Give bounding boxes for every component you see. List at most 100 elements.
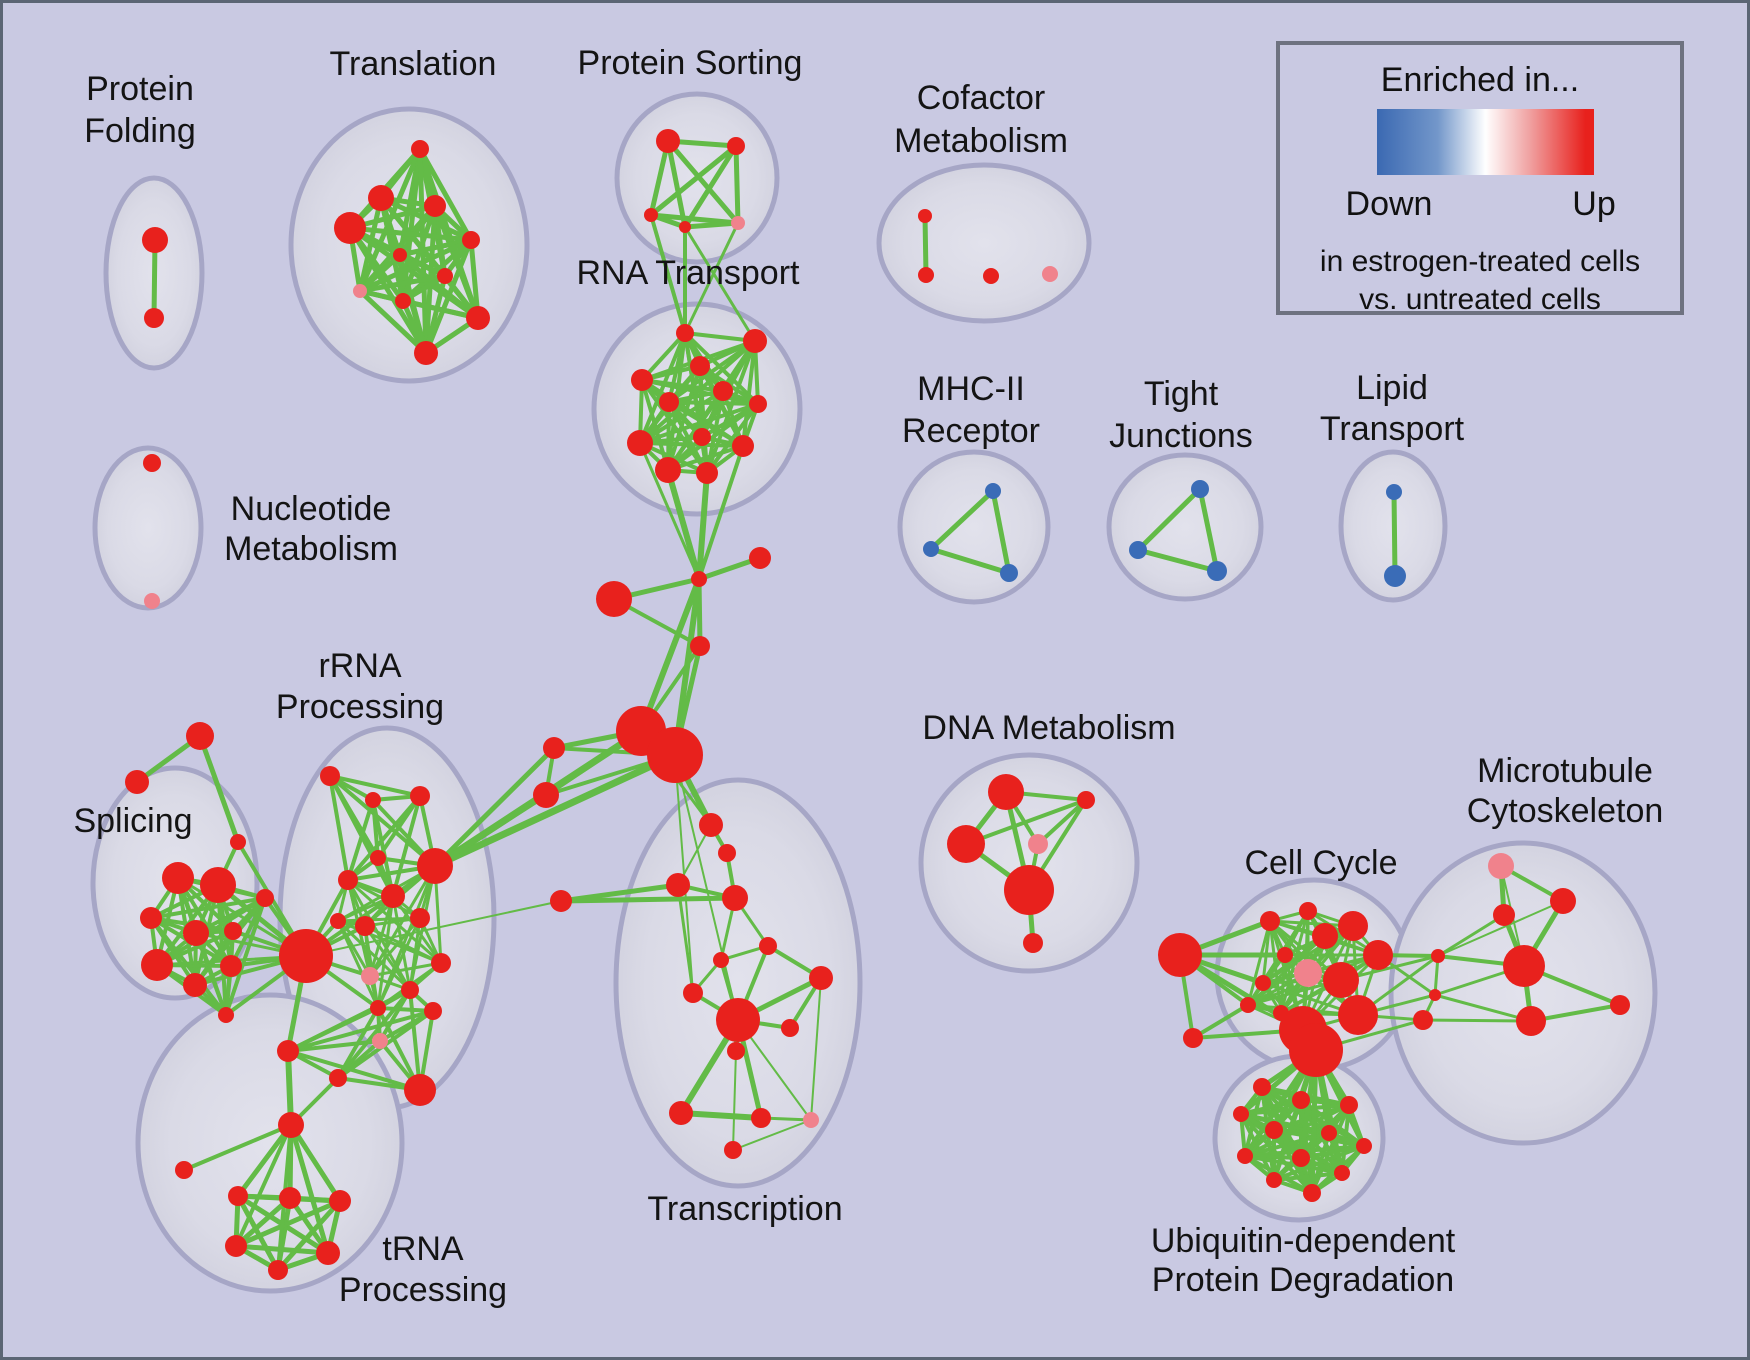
node[interactable]: [329, 1069, 347, 1087]
node[interactable]: [414, 341, 438, 365]
node[interactable]: [1004, 865, 1054, 915]
node[interactable]: [1000, 564, 1018, 582]
node[interactable]: [803, 1112, 819, 1128]
node[interactable]: [1303, 1184, 1321, 1202]
node[interactable]: [1265, 1121, 1283, 1139]
node[interactable]: [1260, 911, 1280, 931]
node[interactable]: [279, 929, 333, 983]
node[interactable]: [175, 1161, 193, 1179]
node[interactable]: [1516, 1006, 1546, 1036]
node[interactable]: [320, 766, 340, 786]
node[interactable]: [656, 129, 680, 153]
node[interactable]: [334, 212, 366, 244]
node[interactable]: [644, 208, 658, 222]
node[interactable]: [732, 435, 754, 457]
node[interactable]: [1384, 565, 1406, 587]
node[interactable]: [718, 844, 736, 862]
node[interactable]: [1207, 561, 1227, 581]
node[interactable]: [410, 908, 430, 928]
node[interactable]: [316, 1241, 340, 1265]
node[interactable]: [1323, 962, 1359, 998]
node[interactable]: [353, 284, 367, 298]
node[interactable]: [727, 137, 745, 155]
node[interactable]: [1183, 1028, 1203, 1048]
node[interactable]: [716, 998, 760, 1042]
node[interactable]: [268, 1260, 288, 1280]
node[interactable]: [683, 983, 703, 1003]
node[interactable]: [424, 195, 446, 217]
node[interactable]: [1338, 911, 1368, 941]
node[interactable]: [749, 395, 767, 413]
node[interactable]: [1431, 949, 1445, 963]
node[interactable]: [424, 1002, 442, 1020]
node[interactable]: [224, 922, 242, 940]
node[interactable]: [410, 786, 430, 806]
node[interactable]: [627, 430, 653, 456]
node[interactable]: [1240, 997, 1256, 1013]
node[interactable]: [596, 581, 632, 617]
node[interactable]: [431, 953, 451, 973]
node[interactable]: [666, 873, 690, 897]
node[interactable]: [1386, 484, 1402, 500]
node[interactable]: [1321, 1125, 1337, 1141]
node[interactable]: [144, 593, 160, 609]
node[interactable]: [533, 782, 559, 808]
node[interactable]: [923, 541, 939, 557]
node[interactable]: [749, 547, 771, 569]
node[interactable]: [225, 1235, 247, 1257]
node[interactable]: [256, 889, 274, 907]
node[interactable]: [1292, 1149, 1310, 1167]
node[interactable]: [462, 231, 480, 249]
node[interactable]: [411, 140, 429, 158]
node[interactable]: [947, 825, 985, 863]
node[interactable]: [1550, 888, 1576, 914]
node[interactable]: [1503, 945, 1545, 987]
node[interactable]: [659, 392, 679, 412]
node[interactable]: [1312, 923, 1338, 949]
node[interactable]: [713, 952, 729, 968]
node[interactable]: [220, 955, 242, 977]
node[interactable]: [690, 636, 710, 656]
node[interactable]: [277, 1040, 299, 1062]
node[interactable]: [1356, 1138, 1372, 1154]
node[interactable]: [1334, 1165, 1350, 1181]
node[interactable]: [1129, 541, 1147, 559]
node[interactable]: [370, 850, 386, 866]
node[interactable]: [1237, 1148, 1253, 1164]
node[interactable]: [125, 770, 149, 794]
node[interactable]: [466, 306, 490, 330]
node[interactable]: [365, 792, 381, 808]
node[interactable]: [228, 1186, 248, 1206]
node[interactable]: [1253, 1078, 1271, 1096]
node[interactable]: [361, 967, 379, 985]
node[interactable]: [1277, 947, 1293, 963]
node[interactable]: [1292, 1091, 1310, 1109]
node[interactable]: [1610, 995, 1630, 1015]
node[interactable]: [279, 1187, 301, 1209]
node[interactable]: [144, 308, 164, 328]
node[interactable]: [751, 1108, 771, 1128]
node[interactable]: [143, 454, 161, 472]
node[interactable]: [370, 1000, 386, 1016]
node[interactable]: [417, 848, 453, 884]
node[interactable]: [713, 381, 733, 401]
node[interactable]: [1488, 853, 1514, 879]
node[interactable]: [338, 870, 358, 890]
node[interactable]: [381, 884, 405, 908]
node[interactable]: [437, 268, 453, 284]
node[interactable]: [693, 428, 711, 446]
node[interactable]: [368, 185, 394, 211]
node[interactable]: [141, 949, 173, 981]
node[interactable]: [183, 920, 209, 946]
node[interactable]: [550, 890, 572, 912]
node[interactable]: [988, 774, 1024, 810]
node[interactable]: [1233, 1106, 1249, 1122]
node[interactable]: [278, 1112, 304, 1138]
node[interactable]: [404, 1074, 436, 1106]
node[interactable]: [676, 324, 694, 342]
node[interactable]: [985, 483, 1001, 499]
node[interactable]: [200, 867, 236, 903]
node[interactable]: [918, 267, 934, 283]
node[interactable]: [1158, 933, 1202, 977]
node[interactable]: [696, 462, 718, 484]
